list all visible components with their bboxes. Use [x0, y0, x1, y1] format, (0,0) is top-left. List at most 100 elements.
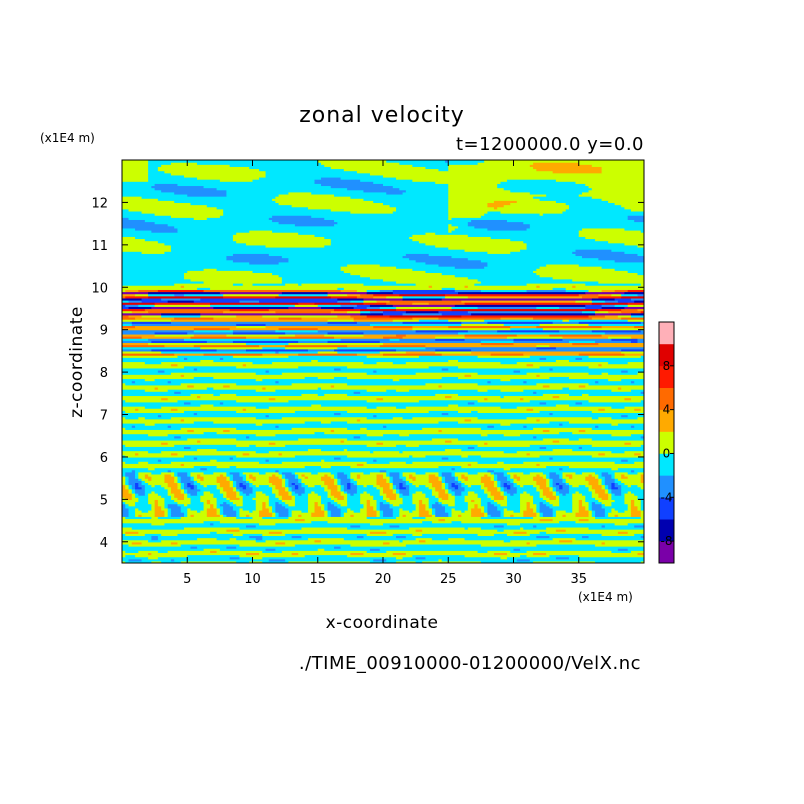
field-cell	[122, 541, 133, 545]
field-cell	[418, 514, 433, 517]
field-cell	[425, 484, 433, 488]
field-cell	[441, 429, 544, 433]
colorbar-segment	[659, 343, 674, 367]
field-cell	[637, 484, 644, 488]
field-cell	[285, 344, 348, 348]
field-cell	[151, 471, 162, 475]
field-cell	[471, 312, 596, 316]
field-cell	[360, 418, 466, 422]
field-cell	[262, 550, 283, 553]
field-cell	[402, 297, 443, 301]
field-cell	[572, 493, 583, 496]
field-cell	[369, 501, 378, 505]
field-cell	[197, 476, 205, 479]
field-cell	[379, 350, 407, 354]
field-cell	[213, 493, 224, 496]
field-cell	[180, 435, 247, 439]
field-cell	[591, 187, 644, 191]
field-cell	[428, 410, 459, 413]
field-cell	[193, 299, 241, 303]
field-cell	[265, 172, 371, 176]
field-cell	[405, 478, 413, 481]
field-cell	[617, 386, 622, 390]
field-cell	[369, 323, 462, 327]
field-cell	[630, 312, 644, 316]
field-cell	[275, 512, 280, 515]
field-cell	[539, 514, 544, 517]
field-cell	[317, 548, 325, 551]
field-cell	[598, 380, 632, 384]
field-cell	[493, 469, 632, 473]
field-cell	[122, 346, 201, 350]
field-cell	[219, 215, 273, 218]
field-cell	[396, 495, 400, 498]
field-cell	[187, 482, 192, 486]
field-cell	[347, 490, 358, 494]
field-cell	[353, 514, 368, 517]
field-cell	[415, 259, 482, 263]
field-cell	[451, 395, 502, 399]
field-cell	[608, 372, 639, 375]
field-cell	[219, 482, 231, 486]
field-cell	[634, 469, 644, 473]
field-cell	[360, 310, 371, 314]
field-cell	[252, 361, 273, 365]
field-cell	[536, 418, 541, 422]
field-cell	[291, 204, 391, 208]
field-cell	[154, 499, 159, 503]
field-cell	[272, 488, 280, 492]
field-cell	[193, 344, 260, 348]
field-cell	[428, 499, 440, 503]
field-cell	[180, 505, 205, 509]
field-cell	[438, 465, 462, 469]
field-cell	[183, 486, 192, 490]
field-cell	[307, 497, 322, 500]
field-cell	[500, 512, 505, 515]
field-cell	[634, 325, 644, 329]
field-cell	[464, 285, 469, 288]
field-cell	[412, 493, 427, 496]
field-cell	[291, 427, 348, 430]
field-cell	[334, 503, 342, 507]
field-cell	[356, 476, 361, 479]
field-cell	[451, 306, 479, 310]
field-cell	[340, 486, 345, 490]
field-cell	[294, 333, 325, 337]
field-cell	[122, 427, 126, 430]
field-cell	[461, 476, 469, 479]
field-cell	[330, 420, 348, 424]
field-cell	[383, 397, 485, 401]
field-cell	[334, 482, 338, 486]
field-cell	[464, 473, 485, 477]
field-cell	[232, 484, 237, 488]
field-cell	[477, 503, 482, 507]
field-cell	[379, 469, 387, 473]
field-cell	[193, 217, 208, 220]
field-cell	[366, 314, 391, 318]
field-cell	[546, 531, 619, 534]
field-cell	[575, 490, 580, 494]
field-cell	[340, 488, 345, 492]
field-cell	[180, 509, 188, 513]
field-cell	[229, 503, 237, 507]
field-cell	[516, 482, 537, 486]
field-cell	[477, 162, 534, 165]
field-cell	[572, 342, 599, 346]
field-cell	[154, 509, 166, 513]
field-cell	[448, 403, 459, 407]
field-cell	[467, 493, 479, 496]
field-cell	[497, 461, 505, 464]
field-cell	[239, 526, 303, 530]
colorbar-segment	[659, 497, 674, 520]
field-cell	[288, 512, 293, 515]
field-cell	[376, 459, 622, 462]
field-cell	[523, 509, 534, 513]
field-cell	[490, 353, 524, 356]
field-cell	[601, 501, 612, 505]
field-cell	[226, 333, 296, 337]
field-cell	[122, 196, 143, 199]
field-cell	[249, 509, 254, 513]
field-cell	[122, 344, 166, 348]
field-cell	[591, 503, 603, 507]
field-cell	[549, 554, 580, 558]
